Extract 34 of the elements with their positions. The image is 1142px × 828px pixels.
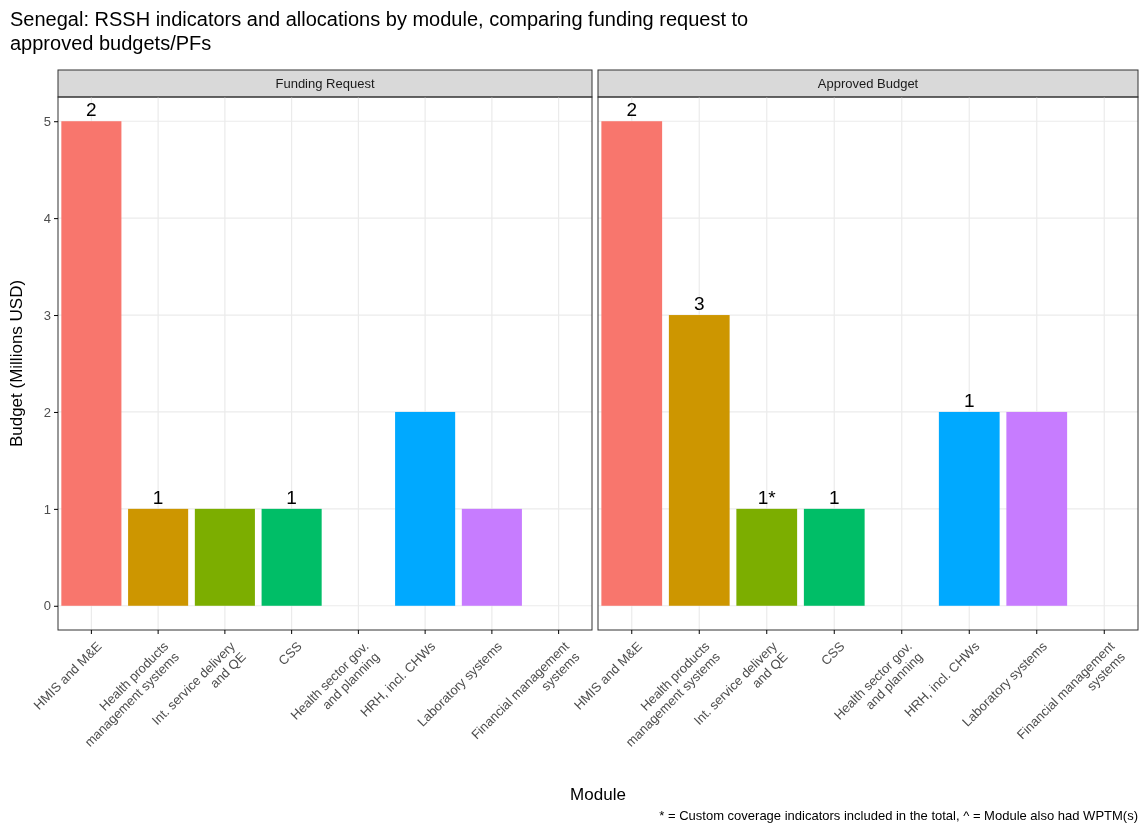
- y-tick-label: 2: [43, 404, 51, 420]
- text: Senegal: RSSH indicators and allocations by module, comparing funding request to approved budgets/PFs: [10, 8, 749, 54]
- y-tick-label: 0: [43, 598, 51, 614]
- bar: [668, 315, 730, 606]
- bar: [938, 411, 1000, 606]
- y-tick-label: 3: [43, 307, 51, 323]
- annotation: 2: [86, 99, 97, 121]
- annotation: 2: [626, 99, 638, 121]
- bar: [803, 508, 865, 606]
- x-axis-title: Module: [570, 785, 626, 804]
- x-tick-label: CSS: [817, 638, 848, 669]
- x-tick-label: CSS: [275, 638, 306, 669]
- bar: [61, 121, 122, 606]
- bar: [128, 508, 189, 606]
- y-tick-label: 1: [43, 501, 51, 517]
- y-tick-label: 5: [43, 113, 51, 129]
- chart-title: Approved Budget: [817, 76, 919, 91]
- annotation: 1: [828, 486, 840, 508]
- chart-title: Funding Request: [275, 76, 375, 91]
- bar: [736, 508, 798, 606]
- annotation: 1: [286, 486, 297, 508]
- annotation: 1*: [757, 486, 777, 508]
- text: * = Custom coverage indicators included in the total, ^ = Module also had WPTM(s): [659, 808, 1138, 823]
- bar: [1006, 411, 1068, 606]
- bar: [601, 121, 663, 606]
- annotation: 1: [152, 486, 164, 508]
- bar: [461, 508, 522, 606]
- bar: [194, 508, 255, 606]
- bar: [261, 508, 322, 606]
- y-tick-label: 4: [43, 210, 51, 226]
- y-axis-title: Budget (Millions USD): [7, 279, 26, 448]
- bar: [395, 411, 456, 606]
- annotation: 1: [963, 389, 975, 411]
- annotation: 3: [693, 293, 705, 315]
